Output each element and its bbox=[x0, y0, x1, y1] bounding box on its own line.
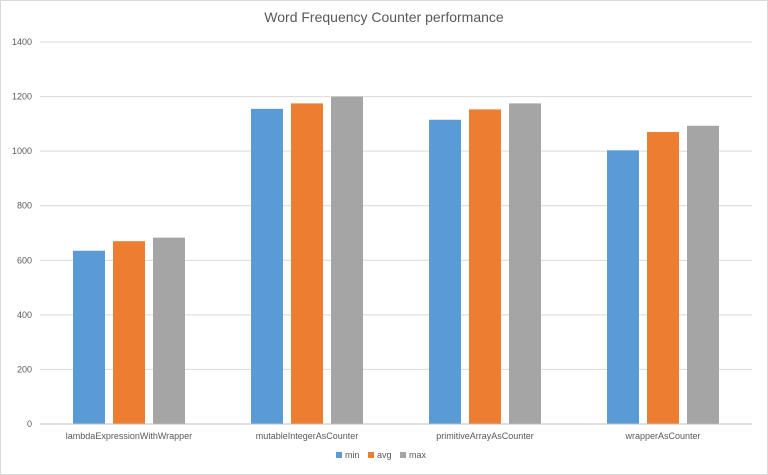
y-tick-label: 1000 bbox=[12, 146, 32, 156]
y-tick-label: 1200 bbox=[12, 92, 32, 102]
bar-max bbox=[331, 96, 363, 425]
y-tick-label: 600 bbox=[17, 255, 32, 265]
bar-avg bbox=[113, 241, 145, 424]
gridlines bbox=[40, 41, 752, 370]
x-category-label: wrapperAsCounter bbox=[624, 431, 700, 441]
legend-swatch-max bbox=[400, 452, 406, 458]
legend-swatch-min bbox=[336, 452, 342, 458]
bar-max bbox=[687, 125, 719, 424]
y-tick-label: 200 bbox=[17, 364, 32, 374]
x-category-label: lambdaExpressionWithWrapper bbox=[66, 431, 192, 441]
legend-label-max: max bbox=[409, 450, 427, 460]
x-category-label: mutableIntegerAsCounter bbox=[256, 431, 359, 441]
bar-avg bbox=[647, 132, 679, 425]
x-axis-category-labels: lambdaExpressionWithWrapper mutableIntege… bbox=[66, 431, 701, 441]
y-axis-tick-labels: 0 200 400 600 800 1000 1200 1400 bbox=[12, 37, 32, 429]
bar-min bbox=[429, 119, 461, 424]
bar-max bbox=[509, 103, 541, 425]
y-tick-label: 800 bbox=[17, 201, 32, 211]
bar-min bbox=[73, 250, 105, 424]
bar-avg bbox=[291, 103, 323, 425]
x-category-label: primitiveArrayAsCounter bbox=[436, 431, 534, 441]
legend-label-avg: avg bbox=[377, 450, 392, 460]
chart-title: Word Frequency Counter performance bbox=[264, 9, 504, 25]
legend-swatch-avg bbox=[368, 452, 374, 458]
bar-max bbox=[153, 237, 185, 424]
legend-label-min: min bbox=[345, 450, 360, 460]
legend: min avg max bbox=[336, 450, 427, 460]
y-tick-label: 1400 bbox=[12, 37, 32, 47]
y-tick-label: 0 bbox=[27, 419, 32, 429]
bar-min bbox=[607, 150, 639, 424]
bar-min bbox=[251, 108, 283, 424]
bar-avg bbox=[469, 109, 501, 424]
bars bbox=[73, 96, 719, 425]
y-tick-label: 400 bbox=[17, 310, 32, 320]
